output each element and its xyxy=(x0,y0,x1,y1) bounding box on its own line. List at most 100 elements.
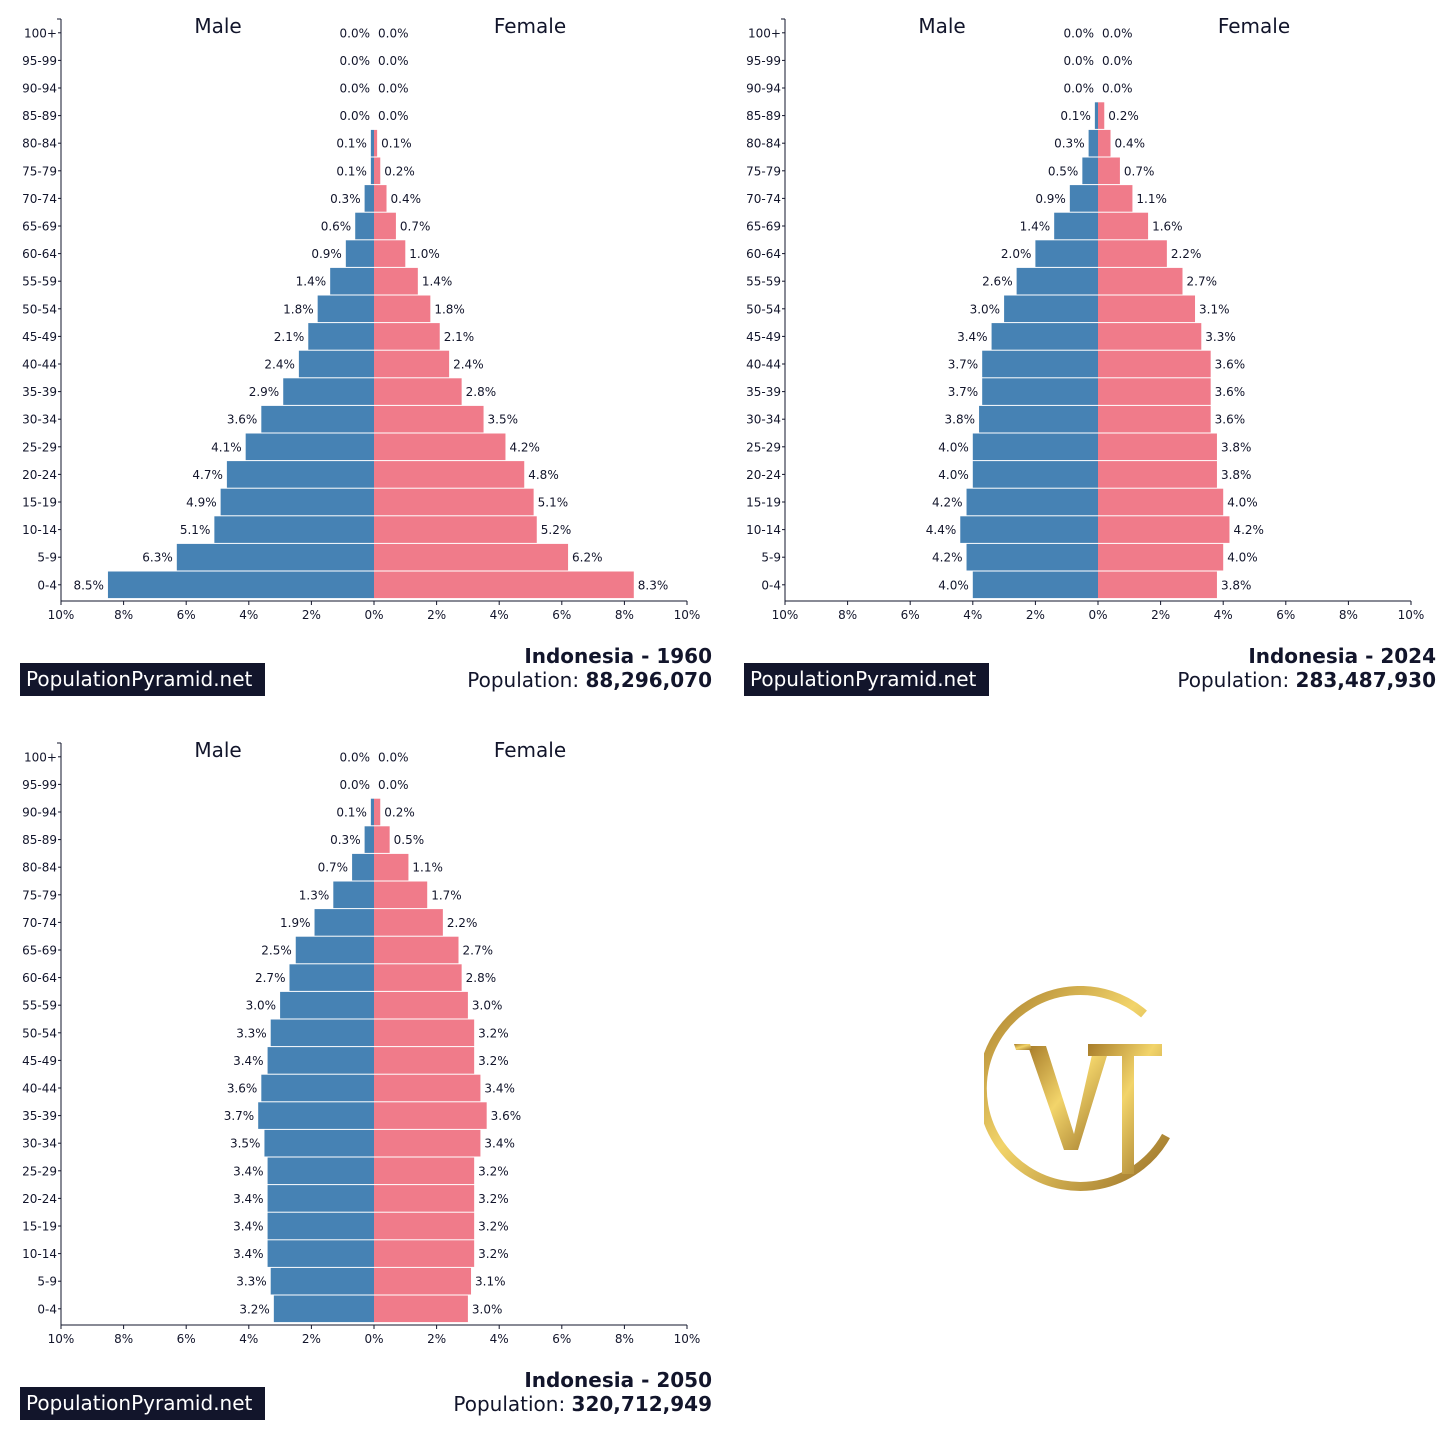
data-label-male: 3.7% xyxy=(224,1109,255,1123)
bar-male xyxy=(1016,267,1098,295)
bar-male xyxy=(982,350,1098,378)
x-tick-label: 8% xyxy=(838,608,857,622)
population-label: Population: xyxy=(1177,668,1290,692)
bar-male xyxy=(314,909,374,936)
bar-male xyxy=(273,1295,374,1323)
age-group-label: 55-59 xyxy=(22,999,57,1013)
data-label-male: 0.0% xyxy=(340,82,371,96)
bar-female xyxy=(1098,267,1183,295)
bar-male xyxy=(364,826,374,853)
data-label-male: 4.0% xyxy=(938,578,969,592)
data-label-female: 4.0% xyxy=(1227,496,1258,510)
data-label-female: 4.2% xyxy=(1233,523,1264,537)
data-label-male: 4.1% xyxy=(211,440,242,454)
bar-female xyxy=(374,853,409,881)
x-tick-label: 8% xyxy=(615,608,634,622)
data-label-female: 1.6% xyxy=(1152,220,1183,234)
age-group-label: 15-19 xyxy=(22,1220,57,1234)
bar-female xyxy=(374,1129,481,1157)
population-value: 88,296,070 xyxy=(585,668,712,692)
bar-female xyxy=(1098,543,1224,571)
age-group-label: 100+ xyxy=(24,750,57,764)
data-label-male: 3.3% xyxy=(236,1026,267,1040)
age-group-label: 50-54 xyxy=(746,302,781,316)
x-tick-label: 4% xyxy=(490,608,509,622)
data-label-male: 0.3% xyxy=(330,192,361,206)
data-label-female: 2.8% xyxy=(466,971,497,985)
data-label-male: 3.7% xyxy=(948,385,979,399)
pyramid-panel-2050: Male Female 100+ 0.0% 0.0% 95-99 0.0% 0.0% 90-94… xyxy=(0,724,724,1448)
bar-male xyxy=(258,1102,374,1129)
chart-title: Indonesia - 2050 xyxy=(524,1368,712,1392)
age-group-label: 75-79 xyxy=(746,164,781,178)
bar-female xyxy=(1098,295,1196,323)
age-group-label: 30-34 xyxy=(22,413,57,427)
data-label-female: 2.7% xyxy=(463,944,494,958)
data-label-male: 0.0% xyxy=(1064,26,1095,40)
x-tick-label: 10% xyxy=(674,1332,701,1346)
brand-label[interactable]: PopulationPyramid.net xyxy=(20,1387,265,1420)
age-group-label: 80-84 xyxy=(22,861,57,875)
bar-male xyxy=(107,571,374,599)
male-header: Male xyxy=(194,14,241,38)
age-group-label: 70-74 xyxy=(22,192,57,206)
age-group-label: 75-79 xyxy=(22,888,57,902)
bar-female xyxy=(1098,378,1211,405)
data-label-male: 4.2% xyxy=(932,551,963,565)
data-label-female: 0.5% xyxy=(394,833,425,847)
age-group-label: 30-34 xyxy=(22,1137,57,1151)
data-label-male: 1.9% xyxy=(280,916,311,930)
bar-male xyxy=(370,157,374,185)
age-group-label: 50-54 xyxy=(22,302,57,316)
brand-label[interactable]: PopulationPyramid.net xyxy=(20,663,265,696)
age-group-label: 60-64 xyxy=(22,247,57,261)
x-tick-label: 2% xyxy=(1151,608,1170,622)
data-label-male: 2.7% xyxy=(255,971,286,985)
bar-female xyxy=(374,1019,475,1047)
vt-monogram-logo xyxy=(977,986,1194,1196)
data-label-female: 8.3% xyxy=(638,578,669,592)
bar-male xyxy=(1088,129,1098,157)
bar-male xyxy=(289,964,374,991)
pyramid-chart: Male Female 100+ 0.0% 0.0% 95-99 0.0% 0.0% 90-94… xyxy=(746,14,1425,622)
data-label-female: 2.2% xyxy=(1171,247,1202,261)
data-label-male: 0.3% xyxy=(1054,137,1085,151)
data-label-female: 0.0% xyxy=(378,750,409,764)
x-tick-label: 6% xyxy=(901,608,920,622)
bar-male xyxy=(352,853,374,881)
data-label-male: 3.4% xyxy=(957,330,988,344)
data-label-female: 3.6% xyxy=(1215,413,1246,427)
bar-female xyxy=(374,405,484,433)
bar-female xyxy=(374,909,443,936)
age-group-label: 20-24 xyxy=(746,468,781,482)
population-line: Population: 283,487,930 xyxy=(1177,668,1436,692)
age-group-label: 15-19 xyxy=(746,496,781,510)
data-label-male: 0.5% xyxy=(1048,164,1079,178)
data-label-female: 2.1% xyxy=(444,330,475,344)
x-tick-label: 0% xyxy=(364,1332,383,1346)
bar-male xyxy=(267,1185,374,1212)
bar-male xyxy=(267,1157,374,1185)
data-label-female: 3.1% xyxy=(475,1275,506,1289)
chart-caption: Indonesia - 2050 Population: 320,712,949 xyxy=(453,1368,712,1416)
brand-label[interactable]: PopulationPyramid.net xyxy=(744,663,989,696)
data-label-female: 3.5% xyxy=(488,413,519,427)
chart-caption: Indonesia - 2024 Population: 283,487,930 xyxy=(1177,644,1436,692)
x-tick-label: 10% xyxy=(1398,608,1425,622)
x-tick-label: 0% xyxy=(364,608,383,622)
data-label-male: 0.0% xyxy=(340,26,371,40)
data-label-male: 0.1% xyxy=(1060,109,1091,123)
data-label-male: 0.0% xyxy=(340,750,371,764)
data-label-female: 0.0% xyxy=(378,82,409,96)
data-label-female: 3.8% xyxy=(1221,468,1252,482)
data-label-female: 0.0% xyxy=(378,778,409,792)
age-group-label: 10-14 xyxy=(746,523,781,537)
age-group-label: 50-54 xyxy=(22,1026,57,1040)
data-label-female: 3.2% xyxy=(478,1247,509,1261)
bar-female xyxy=(1098,461,1217,488)
bar-male xyxy=(1082,157,1098,185)
data-label-male: 0.7% xyxy=(318,861,349,875)
bar-male xyxy=(966,488,1098,516)
x-tick-label: 2% xyxy=(427,1332,446,1346)
bar-female xyxy=(374,185,387,212)
